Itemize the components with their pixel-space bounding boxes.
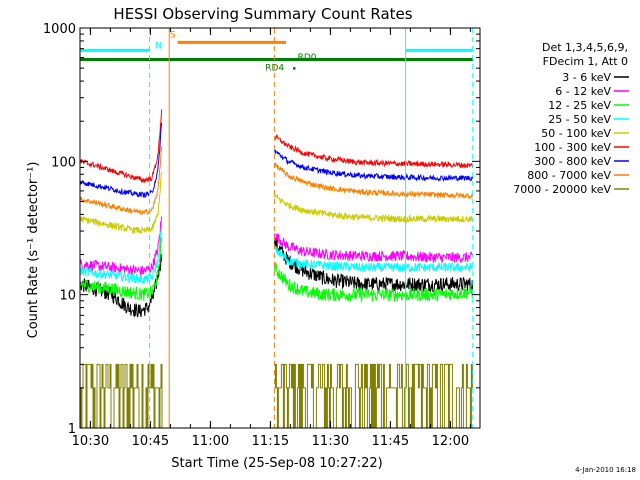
- x-tick-label: 10:30: [72, 434, 109, 449]
- series-5-post: [274, 134, 474, 169]
- y-tick-label: 10: [59, 289, 76, 304]
- legend-entry-label: 3 - 6 keV: [562, 71, 611, 84]
- legend-entry-label: 7000 - 20000 keV: [513, 183, 611, 196]
- plot-frame: [79, 27, 481, 429]
- y-tick-label: 1000: [43, 22, 76, 37]
- series-4-post: [273, 193, 474, 224]
- series-6-pre: [79, 122, 163, 198]
- axis-ticks: 10:30 10:45 11:00 11:15 11:30 11:45 12:00 1 10 10…: [43, 22, 480, 449]
- series-1-post: [273, 233, 473, 263]
- marker-0: [293, 67, 296, 70]
- annotation-3: RD0: [298, 53, 317, 63]
- annotation-1: S: [170, 30, 176, 40]
- series-0-pre: [79, 254, 163, 318]
- series-4-pre: [79, 171, 163, 235]
- legend-entry-label: 800 - 7000 keV: [527, 169, 611, 182]
- x-axis-label: Start Time (25-Sep-08 10:27:22): [171, 456, 382, 471]
- series-3-pre: [79, 223, 163, 285]
- legend-entry-label: 50 - 100 keV: [541, 127, 611, 140]
- series-7-pre: [79, 146, 163, 216]
- legend-header-line: Det 1,3,4,5,6,9,: [542, 41, 628, 54]
- annotation-0: N: [155, 42, 162, 52]
- legend-entry-label: 12 - 25 keV: [548, 99, 611, 112]
- legend-entry-label: 6 - 12 keV: [555, 85, 611, 98]
- annotation-2: RD4: [265, 64, 284, 74]
- legend-header-line: FDecim 1, Att 0: [543, 55, 628, 68]
- legend-entry-label: 300 - 800 keV: [534, 155, 611, 168]
- x-tick-label: 11:45: [372, 434, 409, 449]
- series-3-post: [273, 246, 473, 273]
- y-tick-label: 100: [51, 155, 76, 170]
- series-2-post: [273, 261, 473, 304]
- legend-entry-label: 25 - 50 keV: [548, 113, 611, 126]
- x-tick-label: 10:45: [132, 434, 169, 449]
- series-7000-20000kev-post: [274, 363, 473, 429]
- series-6-post: [274, 149, 474, 182]
- series-7000-20000kev-pre: [80, 363, 163, 429]
- chart-title: HESSI Observing Summary Count Rates: [113, 5, 412, 23]
- y-tick-label: 1: [68, 422, 76, 437]
- x-tick-label: 11:00: [192, 434, 229, 449]
- y-axis-label: Count Rate (s⁻¹ detector⁻¹): [26, 162, 41, 339]
- legend-entry-label: 100 - 300 keV: [534, 141, 611, 154]
- x-tick-label: 11:15: [252, 434, 289, 449]
- plot-data-layer: NS RD4 RD0: [79, 28, 474, 429]
- series-5-pre: [79, 109, 163, 184]
- x-tick-label: 12:00: [432, 434, 469, 449]
- x-tick-label: 11:30: [312, 434, 349, 449]
- legend: Det 1,3,4,5,6,9,FDecim 1, Att 0 3 - 6 keV…: [513, 41, 629, 196]
- series-0-post: [273, 237, 474, 293]
- series-2-pre: [79, 236, 163, 302]
- series-7-post: [274, 162, 474, 200]
- date-stamp: 4-Jan-2010 16:18: [575, 466, 636, 474]
